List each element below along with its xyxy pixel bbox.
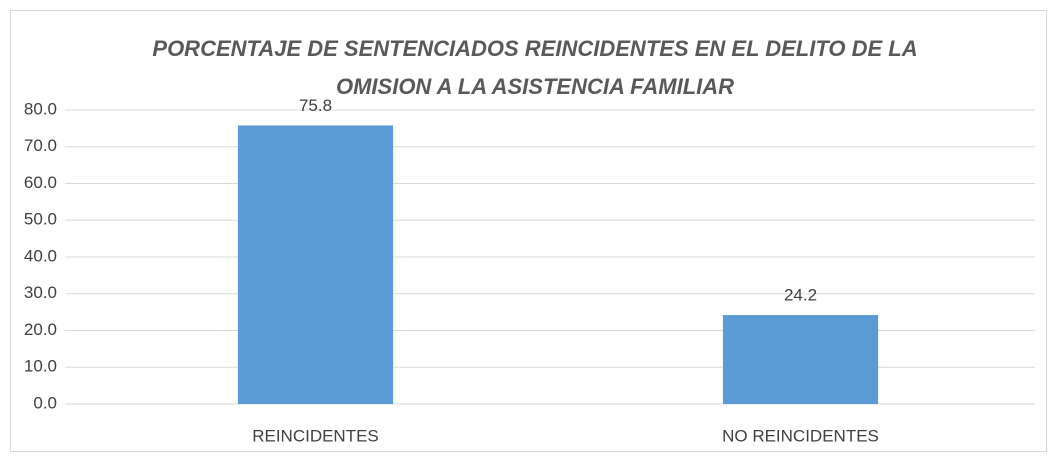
bar <box>722 315 879 404</box>
y-tick-label: 80.0 <box>24 99 57 118</box>
y-tick-label: 0.0 <box>33 393 57 412</box>
y-tick-label: 70.0 <box>24 136 57 155</box>
bar <box>237 125 394 404</box>
chart-title: PORCENTAJE DE SENTENCIADOS REINCIDENTES … <box>152 36 917 61</box>
data-label: 75.8 <box>299 96 332 115</box>
y-tick-label: 40.0 <box>24 246 57 265</box>
x-tick-label: REINCIDENTES <box>252 426 379 445</box>
y-tick-label: 60.0 <box>24 173 57 192</box>
y-tick-label: 50.0 <box>24 210 57 229</box>
y-tick-label: 30.0 <box>24 283 57 302</box>
data-label: 24.2 <box>784 286 817 305</box>
chart-title: OMISION A LA ASISTENCIA FAMILIAR <box>336 74 734 99</box>
x-tick-label: NO REINCIDENTES <box>722 426 879 445</box>
y-tick-label: 10.0 <box>24 357 57 376</box>
y-tick-label: 20.0 <box>24 320 57 339</box>
